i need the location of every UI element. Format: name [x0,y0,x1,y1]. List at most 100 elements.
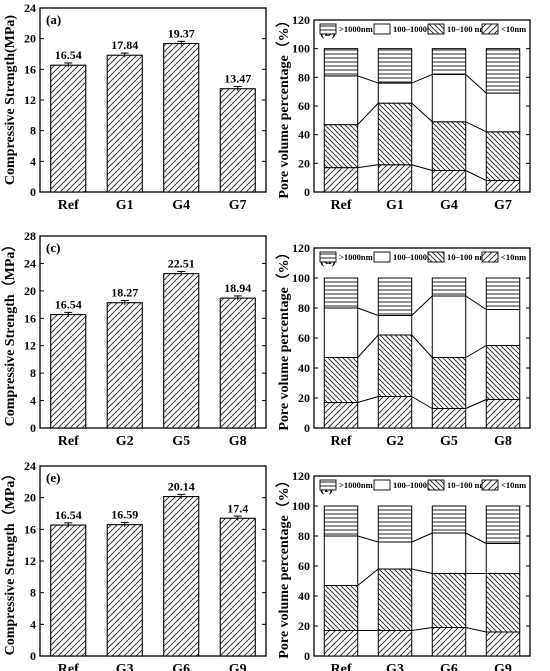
stacked-bar-segment [323,124,359,169]
bar [219,297,256,429]
stacked-bar-segment [323,535,359,586]
y-tick-label: 28 [24,229,36,243]
stacked-bar-segment [323,48,359,77]
connector-line [357,164,379,169]
x-tick-label: G8 [494,434,512,449]
x-tick-label: G7 [229,198,247,213]
x-tick-label: G4 [440,198,458,213]
connector-line [465,121,487,133]
chart-panel-3: 0 4 8 12 16 20 24 28 Ref G2 G5 G8 Compressive Streng… [2,229,267,449]
bar [219,88,256,193]
chart-panel-5: 0 4 8 12 16 20 24 Ref G3 G6 G9 Compressive Strength… [2,459,267,671]
stacked-bar-segment [377,568,413,631]
stacked-bar-segment [485,345,521,400]
stacked-bar-segment [431,532,467,574]
stacked-bar-segment [431,277,467,297]
connector-line [465,532,487,544]
legend-label: 100–1000nm [393,24,439,34]
connector-line [465,399,487,409]
connector-line [465,295,487,310]
y-tick-label: 16 [24,62,36,76]
stacked-bar-segment [485,131,521,182]
y-tick-label: 24 [24,1,36,15]
legend-swatch [373,251,391,263]
y-tick-label: 0 [304,185,310,199]
stacked-bar-segment [323,75,359,126]
bar [163,42,200,193]
x-tick-label: Ref [331,434,352,449]
y-axis-label: Pore volume percentage（%） [276,245,292,430]
y-tick-label: 4 [30,394,36,408]
stacked-bar-segment [377,334,413,397]
stacked-bar-segment [377,630,413,657]
connector-line [465,627,487,633]
chart-panel-2: 0 20 40 60 80 100 120 Ref G1 G4 G7 Pore volume perc… [276,13,531,213]
legend-label: <10nm [501,24,526,34]
y-tick-label: 80 [298,70,310,84]
stacked-bar-segment [323,277,359,309]
bar [106,524,143,657]
legend-swatch [427,23,445,35]
data-label: 16.59 [111,508,138,522]
y-axis-label: Pore volume percentage（%） [276,473,292,658]
legend-label: 100–1000nm [393,252,439,262]
bar [219,517,256,657]
stacked-bar-segment [377,505,413,543]
stacked-bar-segment [485,543,521,574]
y-tick-label: 24 [24,459,36,473]
stacked-bar-segment [431,408,467,429]
x-tick-label: G3 [386,662,404,671]
y-axis-label: Compressive Strength(MPa) [3,15,18,186]
y-axis-label: Compressive Strength（MPa） [2,467,18,656]
stacked-bar-segment [485,631,521,657]
y-tick-label: 8 [30,366,36,380]
y-tick-label: 60 [298,331,310,345]
chart-panel-6: 0 20 40 60 80 100 120 Ref G3 G6 G9 Pore volume perc… [276,469,531,671]
panel-label: (e) [46,470,60,485]
connector-line [411,102,433,123]
stacked-bar-segment [485,180,521,193]
y-tick-label: 120 [292,241,310,255]
x-tick-label: Ref [331,662,352,671]
stacked-bar-segment [377,82,413,104]
data-label: 17.4 [227,501,248,515]
y-tick-label: 40 [298,361,310,375]
data-label: 20.14 [168,480,195,494]
y-tick-label: 20 [24,32,36,46]
connector-line [411,334,433,358]
y-tick-label: 40 [298,128,310,142]
connector-line [357,75,379,84]
connector-line [357,307,379,316]
y-tick-label: 100 [292,42,310,56]
legend-swatch [427,251,445,263]
y-tick-label: 8 [30,586,36,600]
stacked-bar-segment [485,277,521,310]
stacked-bar-segment [431,295,467,358]
connector-line [411,164,433,171]
legend-label: >1000nm [339,480,373,490]
y-tick-label: 16 [24,311,36,325]
stacked-bar-segment [431,573,467,628]
stacked-bar-segment [485,399,521,429]
connector-line [357,535,379,543]
connector-line [465,74,487,94]
bar [50,64,87,193]
data-label: 16.54 [55,298,82,312]
y-tick-label: 4 [30,617,36,631]
stacked-bar-segment [431,48,467,75]
stacked-bar-segment [377,541,413,570]
connector-line [411,295,433,316]
stacked-bar-segment [431,505,467,534]
y-tick-label: 12 [24,339,36,353]
y-tick-label: 100 [292,271,310,285]
stacked-bar-segment [323,505,359,537]
data-label: 16.54 [55,48,82,62]
chart-panel-4: 0 20 40 60 80 100 120 Ref G2 G5 G8 Pore volume perc… [276,241,531,449]
panel-label: (a) [46,12,61,27]
x-tick-label: Ref [331,198,352,213]
data-label: 19.37 [168,26,195,40]
y-tick-label: 0 [304,649,310,663]
y-tick-label: 4 [30,154,36,168]
chart-panel-1: 0 4 8 12 16 20 24 Ref G1 G4 G7 Compressive Strength… [3,1,267,213]
